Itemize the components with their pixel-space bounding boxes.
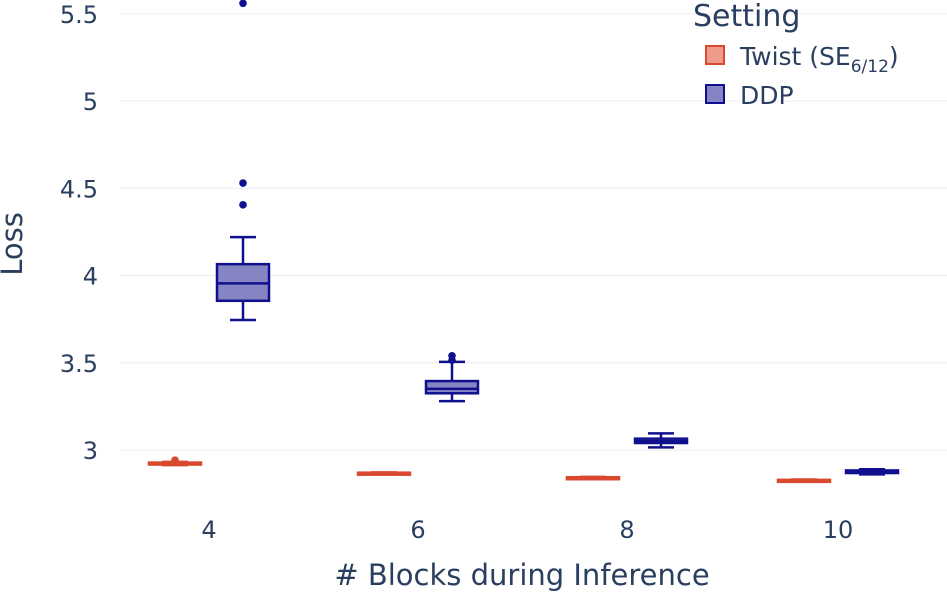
outlier-point xyxy=(239,201,247,209)
outlier-point xyxy=(239,179,247,187)
outlier-point xyxy=(171,456,179,464)
y-tick-label: 3 xyxy=(83,437,98,465)
y-axis: 3 3.5 4 4.5 5 5.5 xyxy=(60,1,98,465)
x-axis-title: # Blocks during Inference xyxy=(334,558,709,592)
y-axis-title: Loss xyxy=(0,212,29,276)
grid-lines xyxy=(120,13,947,451)
box-twist-8 xyxy=(565,475,621,481)
legend-title: Setting xyxy=(693,0,800,34)
box-twist-10 xyxy=(776,478,832,484)
y-tick-label: 4 xyxy=(83,263,98,291)
y-tick-label: 5 xyxy=(83,88,98,116)
box-iqr xyxy=(424,379,480,395)
box-twist-6 xyxy=(356,471,412,476)
x-tick-label: 10 xyxy=(823,516,854,544)
box-ddp-8 xyxy=(633,432,689,449)
x-tick-label: 6 xyxy=(410,516,425,544)
box-ddp-6 xyxy=(424,351,480,403)
legend-swatch xyxy=(705,84,725,104)
legend-label-main: DDP xyxy=(740,81,794,110)
outlier-point xyxy=(448,351,456,360)
box-ddp-4 xyxy=(215,0,271,322)
legend-item-twist[interactable]: Twist (SE6/12) xyxy=(705,42,899,77)
legend-label-subscript: 6/12 xyxy=(851,57,889,77)
y-tick-label: 5.5 xyxy=(60,1,98,29)
legend-label-main: Twist (SE xyxy=(739,42,851,71)
box-twist-4 xyxy=(147,456,203,467)
y-tick-label: 4.5 xyxy=(60,175,98,203)
legend-label-tail: ) xyxy=(889,42,899,71)
box-ddp-10 xyxy=(844,467,900,476)
x-tick-label: 4 xyxy=(201,516,216,544)
outlier-point xyxy=(239,0,247,8)
legend: Setting Twist (SE6/12) DDP xyxy=(693,0,899,110)
legend-item-ddp[interactable]: DDP xyxy=(705,81,794,110)
x-tick-label: 8 xyxy=(619,516,634,544)
legend-label: Twist (SE6/12) xyxy=(739,42,899,77)
plot-area xyxy=(147,0,900,484)
legend-swatch xyxy=(705,45,725,65)
legend-label: DDP xyxy=(740,81,794,110)
x-axis: 4 6 8 10 xyxy=(201,516,853,544)
y-tick-label: 3.5 xyxy=(60,350,98,378)
